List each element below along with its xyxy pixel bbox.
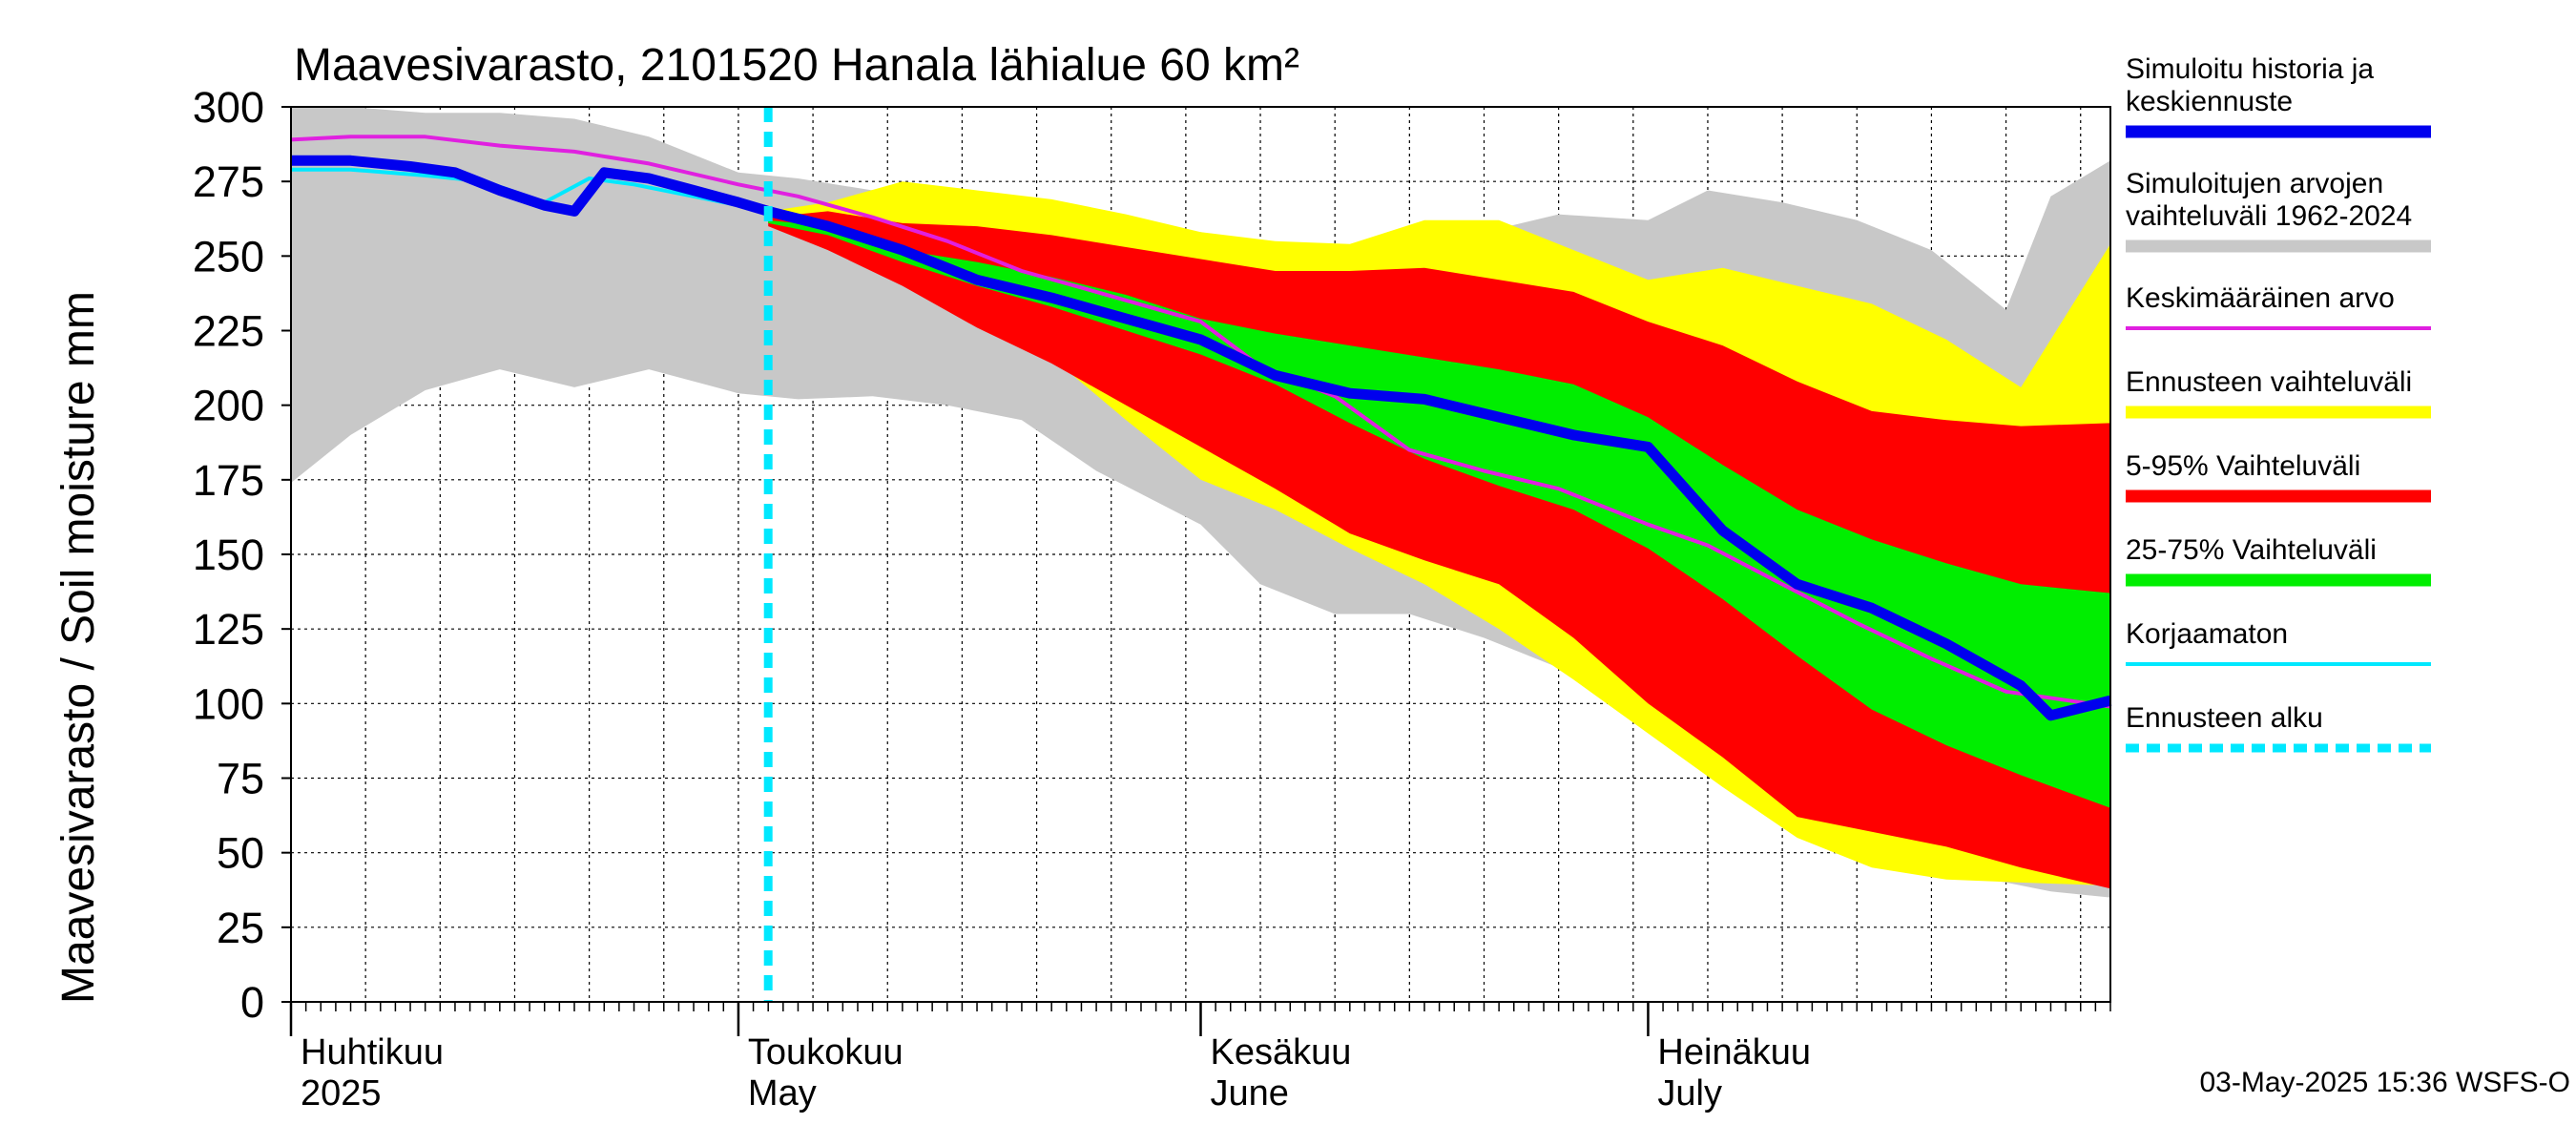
- y-axis-label: Maavesivarasto / Soil moisture mm: [53, 291, 104, 1004]
- legend-label: keskiennuste: [2126, 86, 2293, 117]
- month-label-fi: Huhtikuu: [301, 1032, 444, 1072]
- axes: 0 25 50 75 100 125 150 175 200 225 250 275 300 Huhtik…: [193, 83, 2111, 1114]
- legend-label: Simuloitujen arvojen: [2126, 168, 2383, 199]
- y-tick-label: 50: [217, 829, 264, 878]
- band-25-75: [768, 219, 2111, 808]
- y-tick-label: 250: [193, 232, 264, 281]
- timestamp: 03-May-2025 15:36 WSFS-O: [2200, 1067, 2571, 1098]
- legend-label: Ennusteen alku: [2126, 702, 2323, 734]
- line-mean: [290, 135, 2111, 709]
- legend-label: Ennusteen vaihteluväli: [2126, 366, 2412, 398]
- y-tick-label: 175: [193, 456, 264, 505]
- line-history: [291, 155, 2112, 721]
- month-label-en: July: [1657, 1073, 1722, 1114]
- month-label-en: May: [748, 1073, 817, 1114]
- y-tick-label: 25: [217, 904, 264, 952]
- y-tick-label: 125: [193, 605, 264, 654]
- month-label-fi: Kesäkuu: [1211, 1032, 1352, 1072]
- y-tick-label: 100: [193, 679, 264, 728]
- y-tick-label: 300: [193, 83, 264, 132]
- legend-label: 25-75% Vaihteluväli: [2126, 534, 2377, 566]
- y-tick-label: 150: [193, 531, 264, 579]
- month-label-fi: Heinäkuu: [1657, 1032, 1811, 1072]
- series-layer: [290, 107, 2112, 1002]
- y-tick-label: 200: [193, 382, 264, 430]
- month-label-en: 2025: [301, 1073, 382, 1114]
- legend-label: Keskimääräinen arvo: [2126, 282, 2395, 314]
- y-tick-label: 75: [217, 755, 264, 803]
- legend-label: Simuloitu historia ja: [2126, 53, 2374, 85]
- chart-title: Maavesivarasto, 2101520 Hanala lähialue …: [294, 40, 1299, 91]
- band-5-95: [768, 211, 2111, 889]
- legend-label: 5-95% Vaihteluväli: [2126, 450, 2360, 482]
- y-tick-label: 0: [240, 978, 264, 1027]
- y-tick-label: 275: [193, 157, 264, 206]
- month-label-fi: Toukokuu: [748, 1032, 904, 1072]
- month-label-en: June: [1211, 1073, 1289, 1114]
- y-tick-label: 225: [193, 307, 264, 356]
- legend-label: vaihteluväli 1962-2024: [2126, 200, 2412, 232]
- legend-label: Korjaamaton: [2126, 618, 2288, 650]
